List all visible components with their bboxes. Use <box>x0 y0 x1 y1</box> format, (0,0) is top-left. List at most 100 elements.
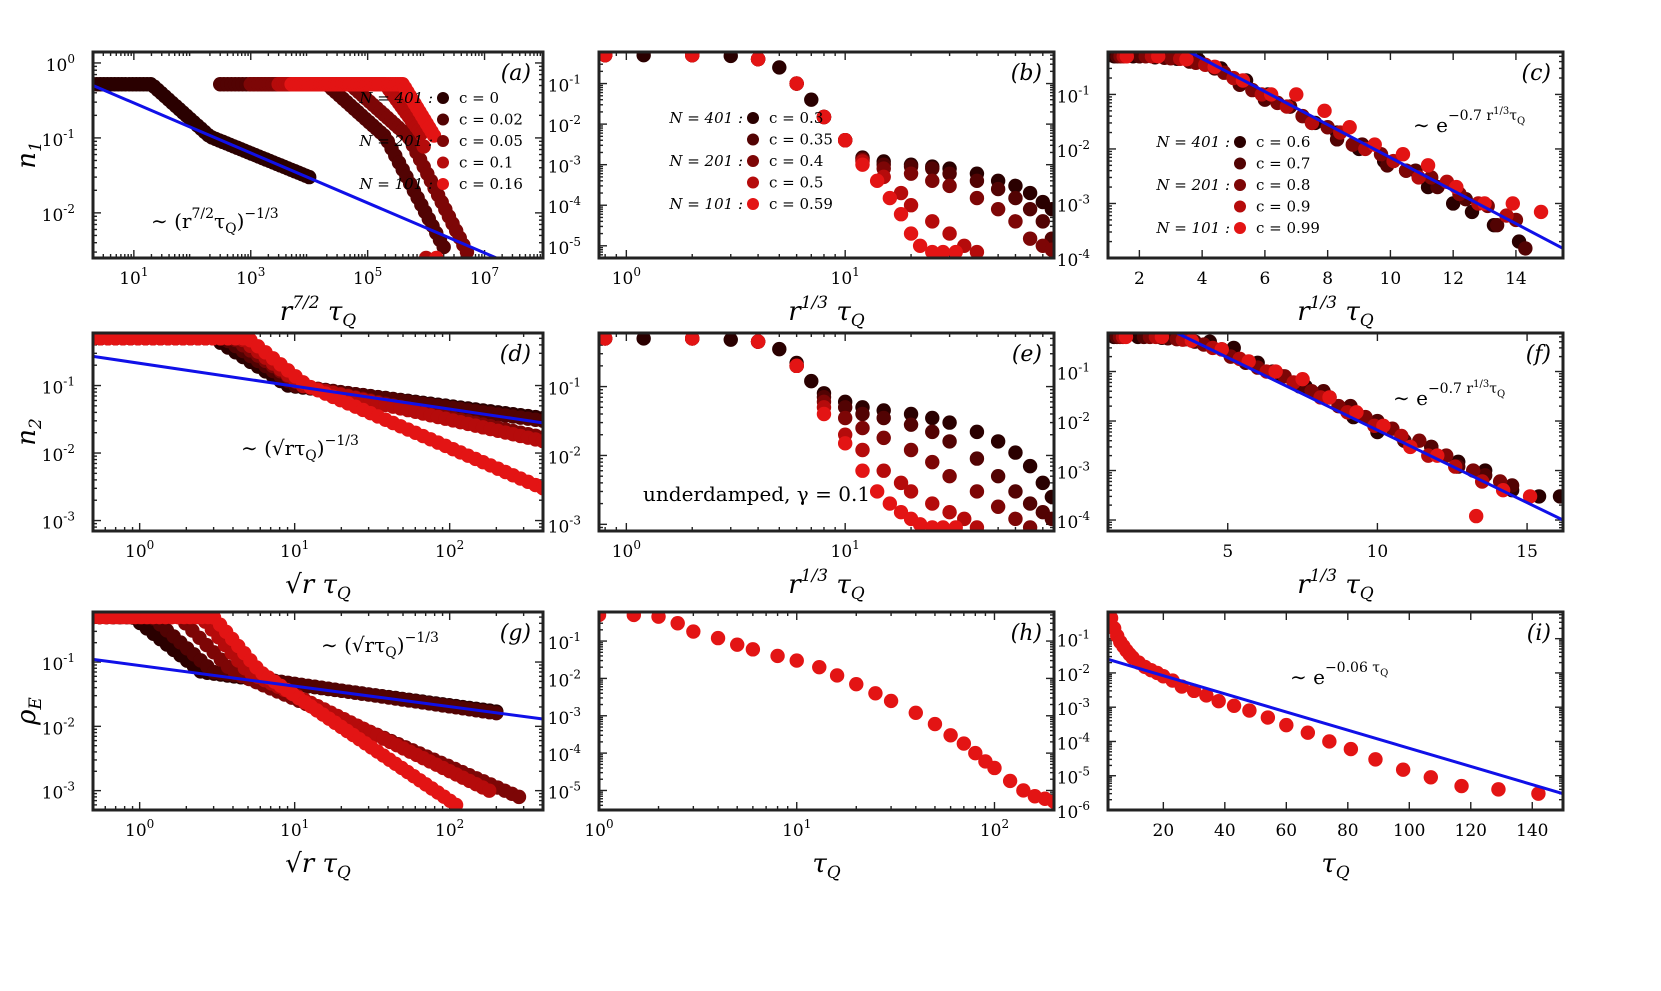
annot-sub: Q <box>1497 389 1505 400</box>
data-point <box>893 207 909 222</box>
data-point <box>882 190 898 206</box>
data-point <box>837 400 853 415</box>
x-tick-exp: 0 <box>147 817 155 831</box>
x-tick-label: 101 <box>831 265 860 289</box>
legend-n-label: N = 401 : <box>1155 133 1230 151</box>
legend-n-label: N = 101 : <box>1155 219 1230 237</box>
legend-n-label: N = 201 : <box>1155 176 1230 194</box>
data-point <box>429 250 444 258</box>
annotation: ∼ (√rτQ)−1/3 <box>241 433 359 464</box>
x-tick-label: 10 <box>1380 269 1402 289</box>
series-c---0.16 <box>93 333 543 496</box>
xlabel-sub: Q <box>1360 311 1374 331</box>
data-point <box>903 406 919 422</box>
x-tick-label: 107 <box>470 265 499 289</box>
y-tick-exp: -3 <box>63 510 75 524</box>
y-tick-label: 10-2 <box>548 113 581 137</box>
y-tick-base: 10 <box>42 514 64 534</box>
data-point <box>812 659 827 675</box>
y-tick-exp: -1 <box>63 375 75 389</box>
data-point <box>990 468 1006 484</box>
y-tick-base: 10 <box>548 380 570 400</box>
x-tick-exp: 0 <box>633 538 641 552</box>
legend-label: c = 0.02 <box>459 111 523 129</box>
annot-sub: Q <box>385 645 396 661</box>
x-axis-label: τQ <box>1321 849 1349 883</box>
annot-sub: Q <box>1517 116 1525 127</box>
axes-frame <box>1106 50 1565 260</box>
data-point <box>723 52 738 64</box>
annot-text: ∼ (r <box>151 209 192 233</box>
data-point <box>1343 741 1359 757</box>
y-tick-exp: -2 <box>63 442 75 456</box>
data-point <box>685 333 700 346</box>
data-point <box>1289 87 1304 102</box>
y-tick-base: 10 <box>42 131 64 151</box>
annot-close: ) <box>397 633 405 657</box>
legend-marker <box>1234 222 1246 234</box>
legend-n-label: N = 201 : <box>668 152 743 170</box>
data-point <box>942 468 957 484</box>
data-point <box>925 410 940 426</box>
panel-label: (d) <box>500 342 531 367</box>
x-tick-label: 103 <box>236 265 265 289</box>
x-tick-label: 60 <box>1275 821 1297 841</box>
y-tick-label: 10-1 <box>1057 83 1090 107</box>
data-point <box>1268 364 1283 379</box>
annot-sub: Q <box>1380 668 1388 679</box>
data-point <box>599 612 607 623</box>
annot-close: ) <box>317 436 325 460</box>
data-point <box>1454 778 1469 794</box>
legend-label: c = 0.4 <box>769 152 823 170</box>
y-tick-exp: -2 <box>1078 662 1090 676</box>
x-tick-base: 10 <box>280 542 302 562</box>
series-c---0.8 <box>1112 333 1508 489</box>
xlabel-main: r <box>788 570 802 600</box>
data-point <box>685 52 700 63</box>
legend-marker <box>747 176 759 189</box>
y-tick-label: 10-5 <box>548 235 581 259</box>
x-tick-label: 140 <box>1516 821 1548 841</box>
x-tick-label: 102 <box>980 817 1009 841</box>
y-tick-label: 10-2 <box>42 442 75 466</box>
data-point <box>925 454 940 470</box>
y-tick-label: 10-6 <box>1057 799 1090 823</box>
y-tick-exp: -1 <box>569 630 581 644</box>
data-point <box>1376 418 1391 434</box>
legend-label: c = 0.59 <box>769 195 833 213</box>
data-point <box>1300 725 1316 740</box>
panel-i: 20 40 60 80 100 120 14010-610-510-410-310-210-… <box>1057 610 1565 883</box>
data-point <box>1044 201 1054 217</box>
fit-line <box>93 354 543 425</box>
panel-label: (e) <box>1012 342 1042 367</box>
axes-frame <box>597 50 1056 260</box>
data-point <box>927 716 943 732</box>
series-c---0.59 <box>599 333 963 531</box>
y-tick-base: 10 <box>1057 142 1079 162</box>
annotation: ∼ e−0.7 r1/3τQ <box>1413 106 1525 137</box>
y-tick-exp: -1 <box>569 376 581 390</box>
xlabel-sup: 7/2 <box>292 293 319 313</box>
data-point <box>883 693 899 709</box>
annot-sup: 7/2 <box>191 206 214 222</box>
series-c---0 <box>93 77 317 185</box>
data-point <box>876 430 891 446</box>
x-tick-label: 101 <box>119 265 148 289</box>
y-tick-label: 10-2 <box>548 444 581 468</box>
y-tick-base: 10 <box>548 783 570 803</box>
legend: N = 401 : c = 0.6 c = 0.7 N = 201 : c = 0.8 c… <box>1155 133 1320 237</box>
data-point <box>1395 762 1411 777</box>
xlabel-main: τ <box>1321 849 1336 879</box>
y-tick-label: 10-1 <box>1057 361 1090 385</box>
annot-sup2: 1/3 <box>1473 379 1489 390</box>
y-tick-base: 10 <box>548 517 570 537</box>
data-point <box>448 797 464 810</box>
data-point <box>1322 390 1337 405</box>
data-point <box>1477 196 1492 211</box>
y-tick-label: 10-3 <box>548 154 581 178</box>
legend-n-label: N = 401 : <box>358 89 433 107</box>
data-point <box>942 226 957 241</box>
